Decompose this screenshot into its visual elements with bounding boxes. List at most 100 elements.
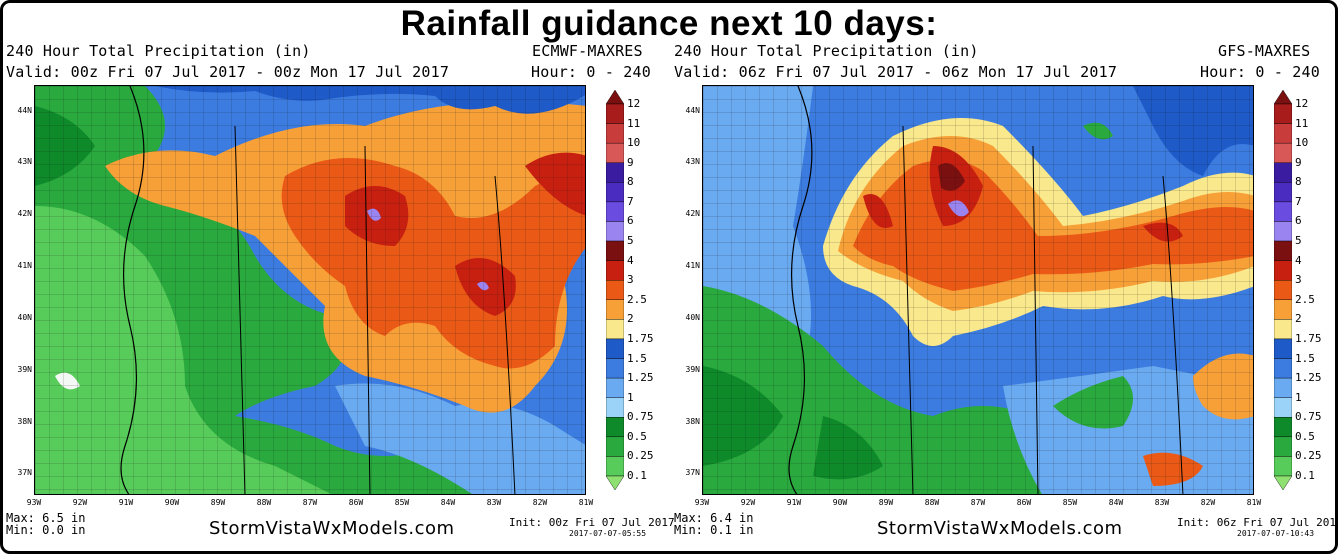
colorbar-bin: [1274, 201, 1292, 222]
colorbar-bin: [1274, 142, 1292, 163]
colorbar-bin: [1274, 338, 1292, 359]
panel-hour-range: Hour: 0 - 240: [531, 63, 651, 81]
colorbar-bin: [606, 397, 624, 418]
colorbar-bin: [1274, 90, 1292, 105]
lon-label: 91W: [786, 498, 802, 507]
lon-label: 84W: [440, 498, 456, 507]
colorbar-tick-label: 8: [1295, 175, 1302, 189]
lat-label: 40N: [685, 313, 700, 322]
colorbar-bin: [606, 319, 624, 340]
lat-label: 39N: [685, 365, 700, 374]
panel-valid-range: Valid: 00z Fri 07 Jul 2017 - 00z Mon 17 …: [6, 63, 450, 81]
max-value: Max: 6.5 in: [6, 511, 86, 525]
colorbar-tick-label: 2.5: [1295, 292, 1315, 306]
colorbar-bin: [1274, 221, 1292, 242]
colorbar-tick-label: 0.1: [627, 469, 647, 482]
precip-map[interactable]: [702, 85, 1254, 495]
lat-label: 43N: [685, 157, 700, 166]
lon-label: 83W: [1154, 498, 1170, 507]
panel-header-title: 240 Hour Total Precipitation (in): [674, 42, 979, 60]
colorbar-bin: [606, 90, 624, 105]
colorbar-tick-label: 4: [1295, 253, 1302, 267]
panel-valid-range: Valid: 06z Fri 07 Jul 2017 - 06z Mon 17 …: [674, 63, 1118, 81]
colorbar-tick-label: 1.5: [627, 351, 647, 365]
init-time: Init: 06z Fri 07 Jul 2017: [1177, 516, 1338, 529]
colorbar-tick-label: 1.75: [627, 331, 654, 345]
colorbar-bin: [1274, 475, 1292, 490]
colorbar-bin: [1274, 162, 1292, 183]
run-timestamp: 2017-07-07-05:55: [569, 529, 647, 538]
colorbar-tick-label: 1.75: [1295, 331, 1322, 345]
colorbar: [1274, 90, 1292, 490]
gfs-panel: 240 Hour Total Precipitation (in) GFS-MA…: [672, 40, 1338, 550]
colorbar-bin: [606, 377, 624, 398]
colorbar-bin: [606, 162, 624, 183]
lat-label: 41N: [685, 261, 700, 270]
precip-map-graphic: [703, 86, 1253, 494]
colorbar-bin: [606, 436, 624, 457]
colorbar-tick-label: 6: [1295, 214, 1302, 228]
lon-label: 88W: [256, 498, 272, 507]
ecmwf-panel: 240 Hour Total Precipitation (in) ECMWF-…: [4, 40, 675, 550]
site-watermark: StormVistaWxModels.com: [877, 518, 1123, 539]
lon-label: 89W: [878, 498, 894, 507]
colorbar-tick-label: 11: [1295, 116, 1309, 130]
lon-label: 86W: [1016, 498, 1032, 507]
colorbar-tick-label: 10: [1295, 136, 1309, 150]
colorbar: [606, 90, 624, 490]
precip-map-graphic: [35, 86, 585, 494]
lon-label: 86W: [348, 498, 364, 507]
init-time: Init: 00z Fri 07 Jul 2017: [509, 516, 675, 529]
max-value: Max: 6.4 in: [674, 511, 754, 525]
lon-label: 85W: [1062, 498, 1078, 507]
panel-model-name: ECMWF-MAXRES: [532, 42, 643, 60]
colorbar-tick-label: 1.25: [1295, 371, 1322, 385]
colorbar-tick-label: 5: [627, 234, 634, 248]
colorbar-bin: [606, 240, 624, 261]
lon-label: 82W: [1200, 498, 1216, 507]
colorbar-bin: [606, 299, 624, 320]
colorbar-bin: [1274, 377, 1292, 398]
precip-map[interactable]: [34, 85, 586, 495]
colorbar-bin: [606, 103, 624, 124]
colorbar-tick-label: 2: [1295, 312, 1302, 326]
colorbar-tick-label: 0.5: [627, 429, 647, 443]
colorbar-bin: [1274, 417, 1292, 438]
colorbar-tick-label: 2.5: [627, 292, 647, 306]
colorbar-bin: [1274, 456, 1292, 477]
colorbar-bin: [1274, 280, 1292, 300]
panel-hour-range: Hour: 0 - 240: [1200, 63, 1320, 81]
colorbar-bin: [1274, 436, 1292, 457]
site-watermark: StormVistaWxModels.com: [209, 518, 455, 539]
colorbar-bin: [606, 475, 624, 490]
colorbar-tick-label: 0.25: [627, 449, 654, 463]
lon-label: 87W: [302, 498, 318, 507]
colorbar-bin: [1274, 299, 1292, 320]
colorbar-tick-label: 3: [1295, 273, 1302, 287]
lon-label: 91W: [118, 498, 134, 507]
lat-label: 42N: [685, 209, 700, 218]
colorbar-tick-label: 7: [1295, 194, 1302, 208]
lon-label: 93W: [26, 498, 42, 507]
lat-label: 37N: [685, 468, 700, 477]
colorbar-bin: [606, 358, 624, 379]
lat-label: 41N: [17, 261, 32, 270]
colorbar-bin: [1274, 319, 1292, 340]
colorbar-tick-label: 11: [627, 116, 641, 130]
lon-label: 84W: [1108, 498, 1124, 507]
lon-label: 92W: [72, 498, 88, 507]
lat-label: 43N: [17, 157, 32, 166]
colorbar-tick-label: 0.1: [1295, 469, 1315, 482]
min-value: Min: 0.1 in: [674, 523, 754, 537]
lat-label: 44N: [17, 106, 32, 115]
colorbar-bin: [1274, 240, 1292, 261]
lon-label: 92W: [740, 498, 756, 507]
colorbar-tick-label: 0.75: [1295, 410, 1322, 424]
colorbar-tick-label: 1.25: [627, 371, 654, 385]
colorbar-tick-label: 6: [627, 214, 634, 228]
lon-label: 90W: [832, 498, 848, 507]
colorbar-tick-label: 0.75: [627, 410, 654, 424]
lon-label: 87W: [970, 498, 986, 507]
lon-label: 89W: [210, 498, 226, 507]
colorbar-bin: [606, 123, 624, 144]
